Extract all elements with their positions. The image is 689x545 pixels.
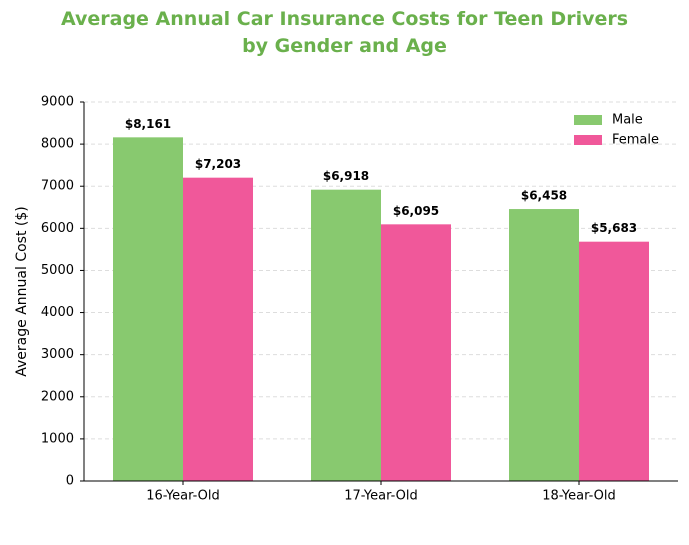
value-label: $7,203 — [195, 157, 241, 171]
bar — [183, 177, 253, 482]
bar — [113, 137, 183, 481]
y-tick-label: 4000 — [41, 305, 74, 320]
x-tick-label: 17-Year-Old — [344, 489, 418, 504]
y-axis-label: Average Annual Cost ($) — [14, 206, 30, 376]
legend-label: Male — [612, 113, 643, 128]
y-tick-label: 8000 — [41, 137, 74, 152]
bar — [381, 224, 451, 482]
y-tick-label: 6000 — [41, 221, 74, 236]
y-tick-label: 9000 — [41, 95, 74, 110]
value-label: $6,458 — [521, 189, 567, 203]
legend-swatch — [574, 135, 602, 145]
x-tick-label: 16-Year-Old — [146, 489, 220, 504]
value-label: $5,683 — [591, 221, 637, 235]
value-label: $8,161 — [125, 117, 171, 131]
value-label: $6,095 — [393, 204, 439, 218]
bar — [579, 241, 649, 481]
y-tick-label: 3000 — [41, 347, 74, 362]
bar — [509, 209, 579, 481]
legend-swatch — [574, 115, 602, 125]
y-tick-label: 1000 — [41, 431, 74, 446]
y-tick-label: 0 — [66, 474, 74, 489]
y-tick-label: 2000 — [41, 389, 74, 404]
y-tick-label: 5000 — [41, 263, 74, 278]
legend-label: Female — [612, 133, 659, 148]
chart-title: Average Annual Car Insurance Costs for T… — [60, 8, 629, 57]
value-label: $6,918 — [323, 169, 369, 183]
bar — [311, 189, 381, 481]
x-tick-label: 18-Year-Old — [542, 489, 616, 504]
y-tick-label: 7000 — [41, 179, 74, 194]
